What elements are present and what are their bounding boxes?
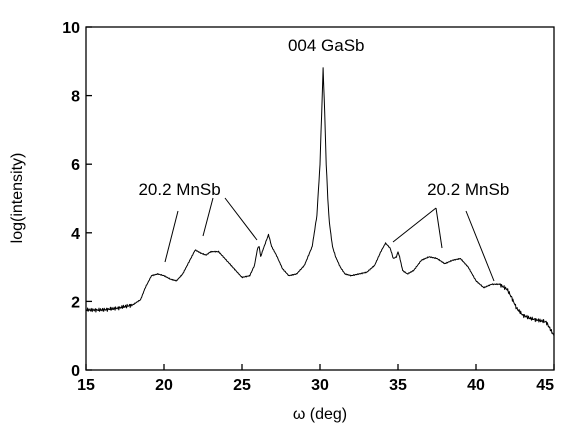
arrow <box>435 207 443 249</box>
y-tick-label: 10 <box>62 20 80 37</box>
y-axis-label: log(intensity) <box>9 153 26 244</box>
y-tick-label: 0 <box>71 363 80 380</box>
annotation-peak-gasb: 004 GaSb <box>288 36 365 55</box>
y-tick-label: 8 <box>71 89 80 106</box>
x-tick-label: 25 <box>233 377 251 394</box>
annotation-mnsb-right: 20.2 MnSb <box>427 180 509 199</box>
y-tick-label: 2 <box>71 294 80 311</box>
x-tick-label: 20 <box>155 377 173 394</box>
annotation-arrows <box>164 197 495 282</box>
x-tick-label: 15 <box>77 377 95 394</box>
arrow <box>392 207 437 243</box>
y-tick-label: 6 <box>71 157 80 174</box>
arrow <box>164 210 179 263</box>
annotation-mnsb-left: 20.2 MnSb <box>138 180 220 199</box>
arrow <box>202 197 214 237</box>
y-tick-label: 4 <box>71 226 80 243</box>
arrow <box>465 210 495 282</box>
x-axis-label: ω (deg) <box>293 406 347 423</box>
arrow <box>224 197 258 241</box>
annotations: 004 GaSb 20.2 MnSb 20.2 MnSb <box>138 36 509 199</box>
x-tick-labels: 15 20 25 30 35 40 45 <box>77 377 554 394</box>
axis-ticks <box>85 26 555 371</box>
x-tick-label: 45 <box>536 377 554 394</box>
series-line <box>85 67 555 337</box>
y-tick-labels: 0 2 4 6 8 10 <box>62 20 80 380</box>
x-tick-label: 35 <box>389 377 407 394</box>
x-tick-label: 30 <box>311 377 329 394</box>
x-tick-label: 40 <box>467 377 485 394</box>
